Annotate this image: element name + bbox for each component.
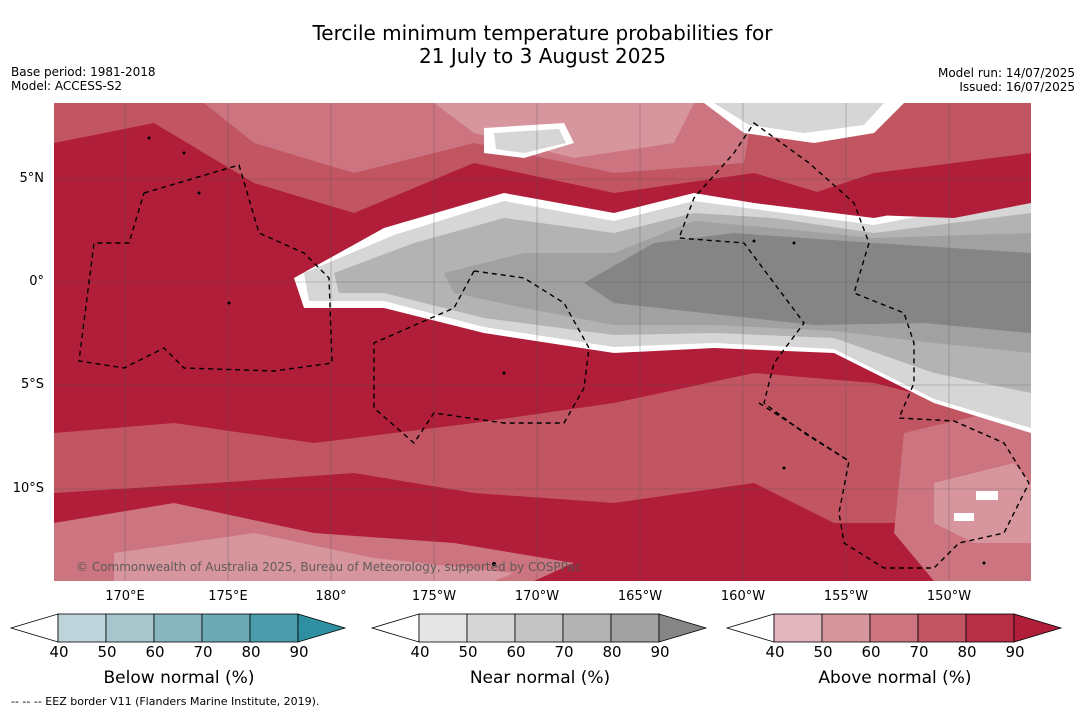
colorbar-segment — [418, 613, 468, 643]
cbar-below-tick: 90 — [289, 643, 309, 661]
cbar-above-tick: 90 — [1005, 643, 1025, 661]
colorbar-segment — [821, 613, 871, 643]
colorbar-segment — [153, 613, 203, 643]
contour-east-white-1 — [954, 513, 974, 521]
metadata-right: Model run: 14/07/2025 Issued: 16/07/2025 — [938, 66, 1075, 94]
colorbar-above-label: Above normal (%) — [818, 668, 972, 688]
cbar-near-tick: 80 — [602, 643, 622, 661]
cbar-below-tick: 60 — [145, 643, 165, 661]
probability-map: © Commonwealth of Australia 2025, Bureau… — [54, 103, 1031, 581]
map-gridlines — [54, 103, 1031, 581]
lat-label-5n: 5°N — [19, 171, 45, 186]
contour-above-70-south — [54, 373, 1031, 523]
lat-label-0: 0° — [29, 274, 44, 289]
colorbar-near-normal — [370, 612, 711, 648]
islands — [147, 136, 986, 566]
cbar-below-tick: 50 — [97, 643, 117, 661]
contour-north-patch-near — [494, 129, 566, 153]
colorbar-extend-low — [9, 613, 59, 643]
cbar-above-tick: 60 — [861, 643, 881, 661]
colorbar-segment — [249, 613, 299, 643]
lon-label-170e: 170°E — [105, 589, 145, 604]
cbar-below-tick: 70 — [193, 643, 213, 661]
colorbar-segment — [917, 613, 967, 643]
contour-east-white-2 — [976, 491, 998, 500]
colorbar-near-label: Near normal (%) — [469, 668, 611, 688]
colorbar-extend-low — [370, 613, 420, 643]
cbar-above-tick: 50 — [813, 643, 833, 661]
colorbar-near-svg — [370, 613, 708, 643]
eez-borders — [78, 122, 1030, 569]
colorbar-segment — [610, 613, 660, 643]
map-title: Tercile minimum temperature probabilitie… — [0, 22, 1085, 68]
colorbar-segment — [514, 613, 564, 643]
title-line-2: 21 July to 3 August 2025 — [419, 44, 666, 68]
cbar-below-tick: 80 — [241, 643, 261, 661]
issued-date: Issued: 16/07/2025 — [959, 80, 1075, 94]
lon-label-150w: 150°W — [926, 589, 972, 604]
lon-label-165w: 165°W — [617, 589, 663, 604]
lat-label-10s: 10°S — [12, 481, 44, 496]
contour-near-90 — [584, 233, 1031, 333]
lon-label-180: 180° — [315, 589, 347, 604]
colorbar-extend-low — [725, 613, 775, 643]
cbar-near-tick: 70 — [554, 643, 574, 661]
cbar-near-tick: 60 — [506, 643, 526, 661]
contour-above-50-east — [934, 463, 1031, 543]
colorbar-extend-high — [1013, 613, 1063, 643]
base-period: Base period: 1981-2018 — [11, 65, 156, 79]
eez-footnote: -- -- -- EEZ border V11 (Flanders Marine… — [11, 695, 320, 708]
colorbar-below-normal — [9, 612, 350, 648]
lat-label-5s: 5°S — [20, 377, 44, 392]
cbar-above-tick: 40 — [765, 643, 785, 661]
contour-above-50-southwest — [114, 533, 514, 581]
model-run: Model run: 14/07/2025 — [937, 66, 1075, 80]
colorbar-segment — [869, 613, 919, 643]
cbar-above-tick: 80 — [957, 643, 977, 661]
colorbar-segment — [562, 613, 612, 643]
cbar-below-tick: 40 — [49, 643, 69, 661]
cbar-near-tick: 40 — [410, 643, 430, 661]
lon-label-170w: 170°W — [514, 589, 560, 604]
colorbar-segment — [201, 613, 251, 643]
colorbar-segment — [105, 613, 155, 643]
contour-above-90-north — [814, 153, 1031, 218]
colorbar-segment — [57, 613, 107, 643]
lon-label-155w: 155°W — [823, 589, 869, 604]
lon-label-160w: 160°W — [720, 589, 766, 604]
title-line-1: Tercile minimum temperature probabilitie… — [312, 21, 773, 45]
model-name: Model: ACCESS-S2 — [11, 79, 123, 93]
colorbar-segment — [965, 613, 1015, 643]
cbar-near-tick: 50 — [458, 643, 478, 661]
cbar-near-tick: 90 — [650, 643, 670, 661]
map-canvas — [54, 103, 1031, 581]
colorbar-segment — [773, 613, 823, 643]
colorbar-below-label: Below normal (%) — [103, 668, 255, 688]
colorbar-extend-high — [297, 613, 347, 643]
colorbar-above-normal — [725, 612, 1066, 648]
cbar-above-tick: 70 — [909, 643, 929, 661]
map-copyright: © Commonwealth of Australia 2025, Bureau… — [76, 560, 582, 574]
colorbar-extend-high — [658, 613, 708, 643]
lon-label-175w: 175°W — [411, 589, 457, 604]
colorbar-segment — [466, 613, 516, 643]
colorbar-above-svg — [725, 613, 1063, 643]
lon-label-175e: 175°E — [208, 589, 248, 604]
colorbar-below-svg — [9, 613, 347, 643]
metadata-left: Base period: 1981-2018 Model: ACCESS-S2 — [11, 65, 156, 93]
